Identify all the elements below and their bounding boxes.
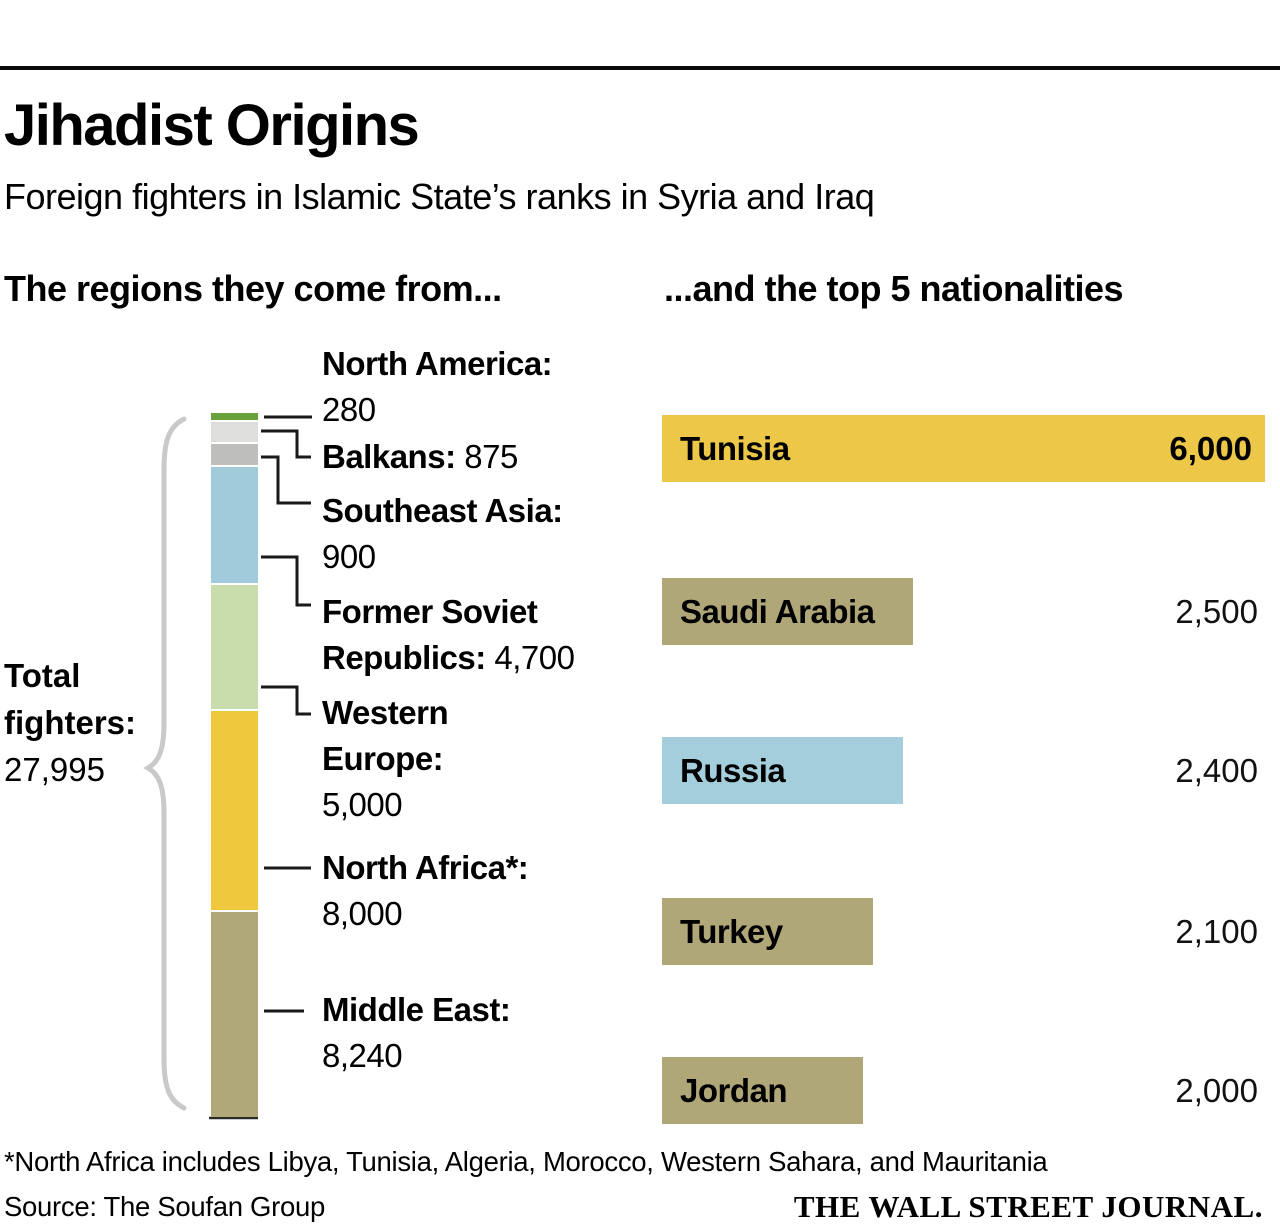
page-subtitle: Foreign fighters in Islamic State’s rank…: [4, 176, 875, 217]
bar-segment-southeast-asia: [211, 442, 258, 465]
bar-segment-western-europe: [211, 583, 258, 709]
left-panel-heading: The regions they come from...: [4, 268, 502, 309]
bar-value: 6,000: [1169, 429, 1252, 467]
region-name: Southeast Asia:: [322, 492, 563, 529]
bar-value: 2,000: [1175, 1071, 1258, 1109]
footnote: *North Africa includes Libya, Tunisia, A…: [4, 1146, 1048, 1177]
bar-label: Tunisia: [680, 429, 790, 467]
region-name: Former Soviet Republics:: [322, 593, 538, 676]
bar-segment-north-africa: [211, 709, 258, 910]
region-value: 900: [322, 538, 376, 575]
bar-value: 2,500: [1175, 592, 1258, 630]
region-label-north-africa: North Africa*: 8,000: [322, 845, 592, 937]
region-label-middle-east: Middle East: 8,240: [322, 987, 592, 1079]
region-name: North Africa*:: [322, 849, 529, 886]
wsj-logo: THE WALL STREET JOURNAL.: [793, 1189, 1263, 1224]
region-value: 4,700: [494, 639, 575, 676]
top-rule: [0, 66, 1280, 70]
region-name: Balkans:: [322, 438, 456, 475]
region-value: 280: [322, 391, 376, 428]
nationality-bar-jordan: Jordan: [662, 1057, 863, 1124]
stacked-region-bar: [211, 413, 258, 1117]
bar-label: Turkey: [680, 912, 783, 950]
bar-value: 2,400: [1175, 751, 1258, 789]
region-name: Western Europe:: [322, 694, 449, 777]
bar-segment-north-america: [211, 413, 258, 420]
bar-segment-former-soviet-republics: [211, 465, 258, 583]
connector-lines: [261, 415, 312, 1013]
region-value: 875: [464, 438, 518, 475]
bar-label: Jordan: [680, 1071, 788, 1109]
connector-balkans: [261, 429, 311, 459]
total-label-line1: Total: [4, 657, 81, 694]
region-value: 8,240: [322, 1037, 403, 1074]
bar-value: 2,100: [1175, 912, 1258, 950]
bar-segment-middle-east: [211, 910, 258, 1117]
bar-segment-balkans: [211, 420, 258, 442]
region-value: 8,000: [322, 895, 403, 932]
region-label-balkans: Balkans: 875: [322, 434, 592, 480]
total-brace: [143, 416, 187, 1111]
bar-label: Saudi Arabia: [680, 592, 875, 630]
connector-former-soviet: [261, 555, 311, 607]
page-title: Jihadist Origins: [4, 93, 420, 158]
nationality-bar-tunisia: Tunisia 6,000: [662, 415, 1265, 482]
total-fighters-value: 27,995: [4, 751, 105, 788]
region-label-western-europe: Western Europe: 5,000: [322, 690, 497, 828]
connector-southeast-asia: [261, 455, 311, 505]
region-label-former-soviet: Former Soviet Republics: 4,700: [322, 589, 592, 681]
region-value: 5,000: [322, 786, 403, 823]
total-label-line2: fighters:: [4, 704, 136, 741]
region-name: North America:: [322, 345, 553, 382]
connector-western-europe: [261, 685, 311, 716]
right-panel-heading: ...and the top 5 nationalities: [664, 268, 1124, 309]
bar-label: Russia: [680, 751, 786, 789]
nationality-bar-saudi-arabia: Saudi Arabia: [662, 578, 913, 645]
region-name: Middle East:: [322, 991, 511, 1028]
nationality-bar-russia: Russia: [662, 737, 903, 804]
total-fighters-label: Total fighters: 27,995: [4, 652, 136, 793]
nationality-bar-turkey: Turkey: [662, 898, 873, 965]
region-label-southeast-asia: Southeast Asia: 900: [322, 488, 592, 580]
region-label-north-america: North America: 280: [322, 341, 592, 433]
source-line: Source: The Soufan Group: [4, 1191, 325, 1222]
